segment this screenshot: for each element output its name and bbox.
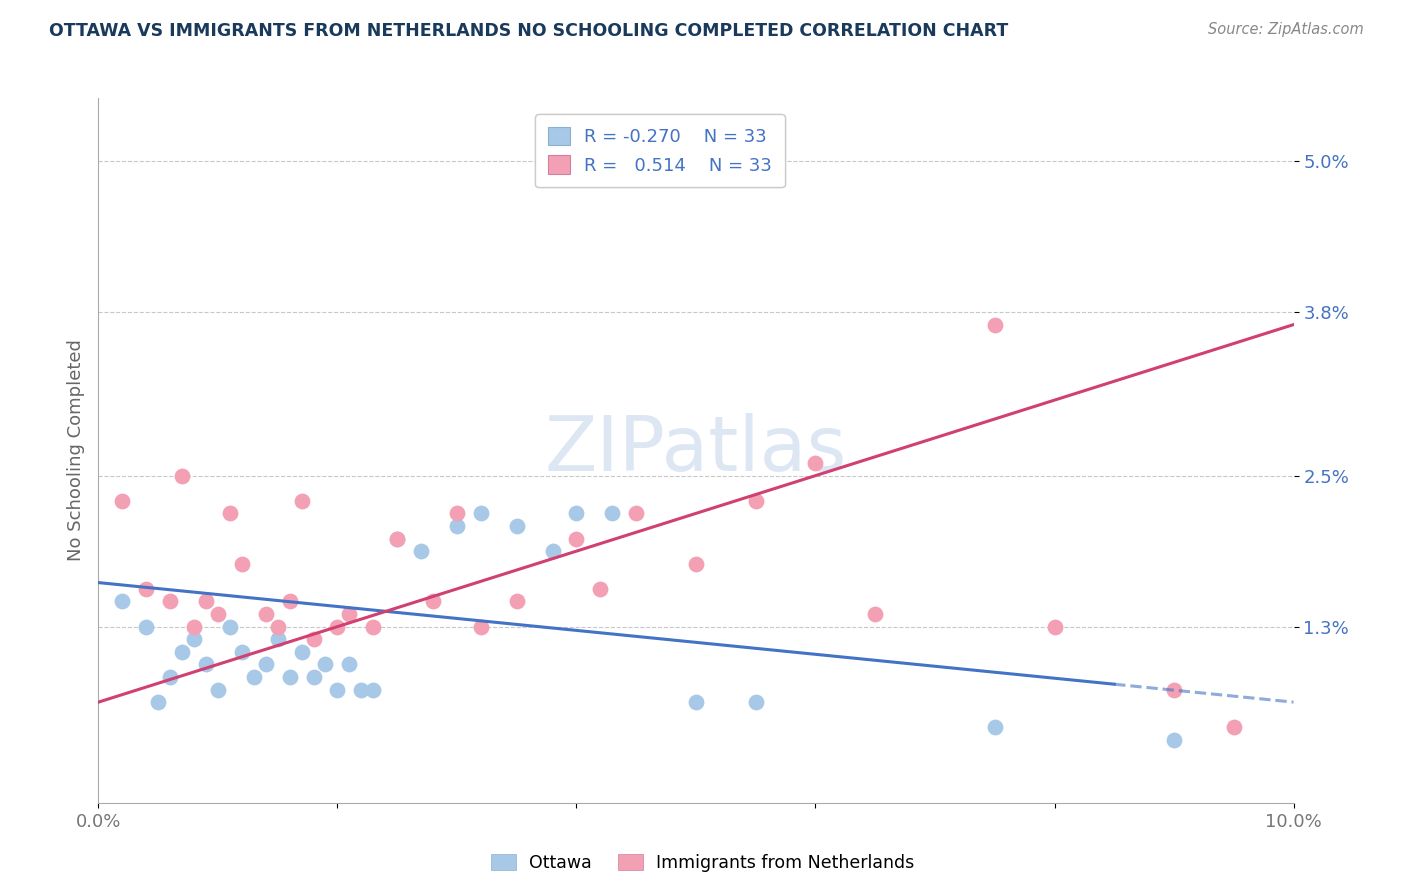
Point [291,493,314,508]
Point [363,682,385,697]
Point [267,632,290,647]
Point [111,493,134,508]
Point [685,695,707,709]
Point [804,456,827,470]
Point [315,657,337,672]
Point [363,619,385,633]
Point [470,619,492,633]
Point [422,594,444,608]
Point [446,507,468,521]
Point [339,607,361,621]
Point [1163,682,1185,697]
Point [506,519,529,533]
Point [195,657,218,672]
Point [626,507,648,521]
Point [326,682,349,697]
Text: OTTAWA VS IMMIGRANTS FROM NETHERLANDS NO SCHOOLING COMPLETED CORRELATION CHART: OTTAWA VS IMMIGRANTS FROM NETHERLANDS NO… [49,22,1008,40]
Legend: Ottawa, Immigrants from Netherlands: Ottawa, Immigrants from Netherlands [484,847,922,879]
Point [254,657,277,672]
Point [195,594,218,608]
Point [865,607,887,621]
Point [243,670,266,684]
Point [291,645,314,659]
Point [111,594,134,608]
Point [231,557,253,571]
Point [1163,732,1185,747]
Point [1223,720,1246,734]
Point [745,695,768,709]
Point [219,507,242,521]
Point [278,670,301,684]
Point [207,607,229,621]
Point [231,645,253,659]
Point [159,594,181,608]
Point [207,682,229,697]
Point [565,532,588,546]
Point [135,619,157,633]
Point [350,682,373,697]
Point [411,544,433,558]
Point [506,594,529,608]
Point [159,670,181,684]
Text: ZIPatlas: ZIPatlas [544,414,848,487]
Point [589,582,612,596]
Point [135,582,157,596]
Point [148,695,170,709]
Point [278,594,301,608]
Point [254,607,277,621]
Point [745,493,768,508]
Point [219,619,242,633]
Point [685,557,707,571]
Point [302,632,325,647]
Point [602,507,624,521]
Point [541,544,564,558]
Point [385,532,409,546]
Point [446,519,468,533]
Point [470,507,492,521]
Point [326,619,349,633]
Point [183,619,205,633]
Text: Source: ZipAtlas.com: Source: ZipAtlas.com [1208,22,1364,37]
Y-axis label: No Schooling Completed: No Schooling Completed [66,340,84,561]
Point [385,532,409,546]
Point [565,507,588,521]
Point [183,632,205,647]
Point [1043,619,1066,633]
Point [984,720,1007,734]
Point [339,657,361,672]
Point [172,468,194,483]
Point [984,318,1007,332]
Point [267,619,290,633]
Point [172,645,194,659]
Point [302,670,325,684]
Legend: R = -0.270    N = 33, R =   0.514    N = 33: R = -0.270 N = 33, R = 0.514 N = 33 [536,114,785,187]
